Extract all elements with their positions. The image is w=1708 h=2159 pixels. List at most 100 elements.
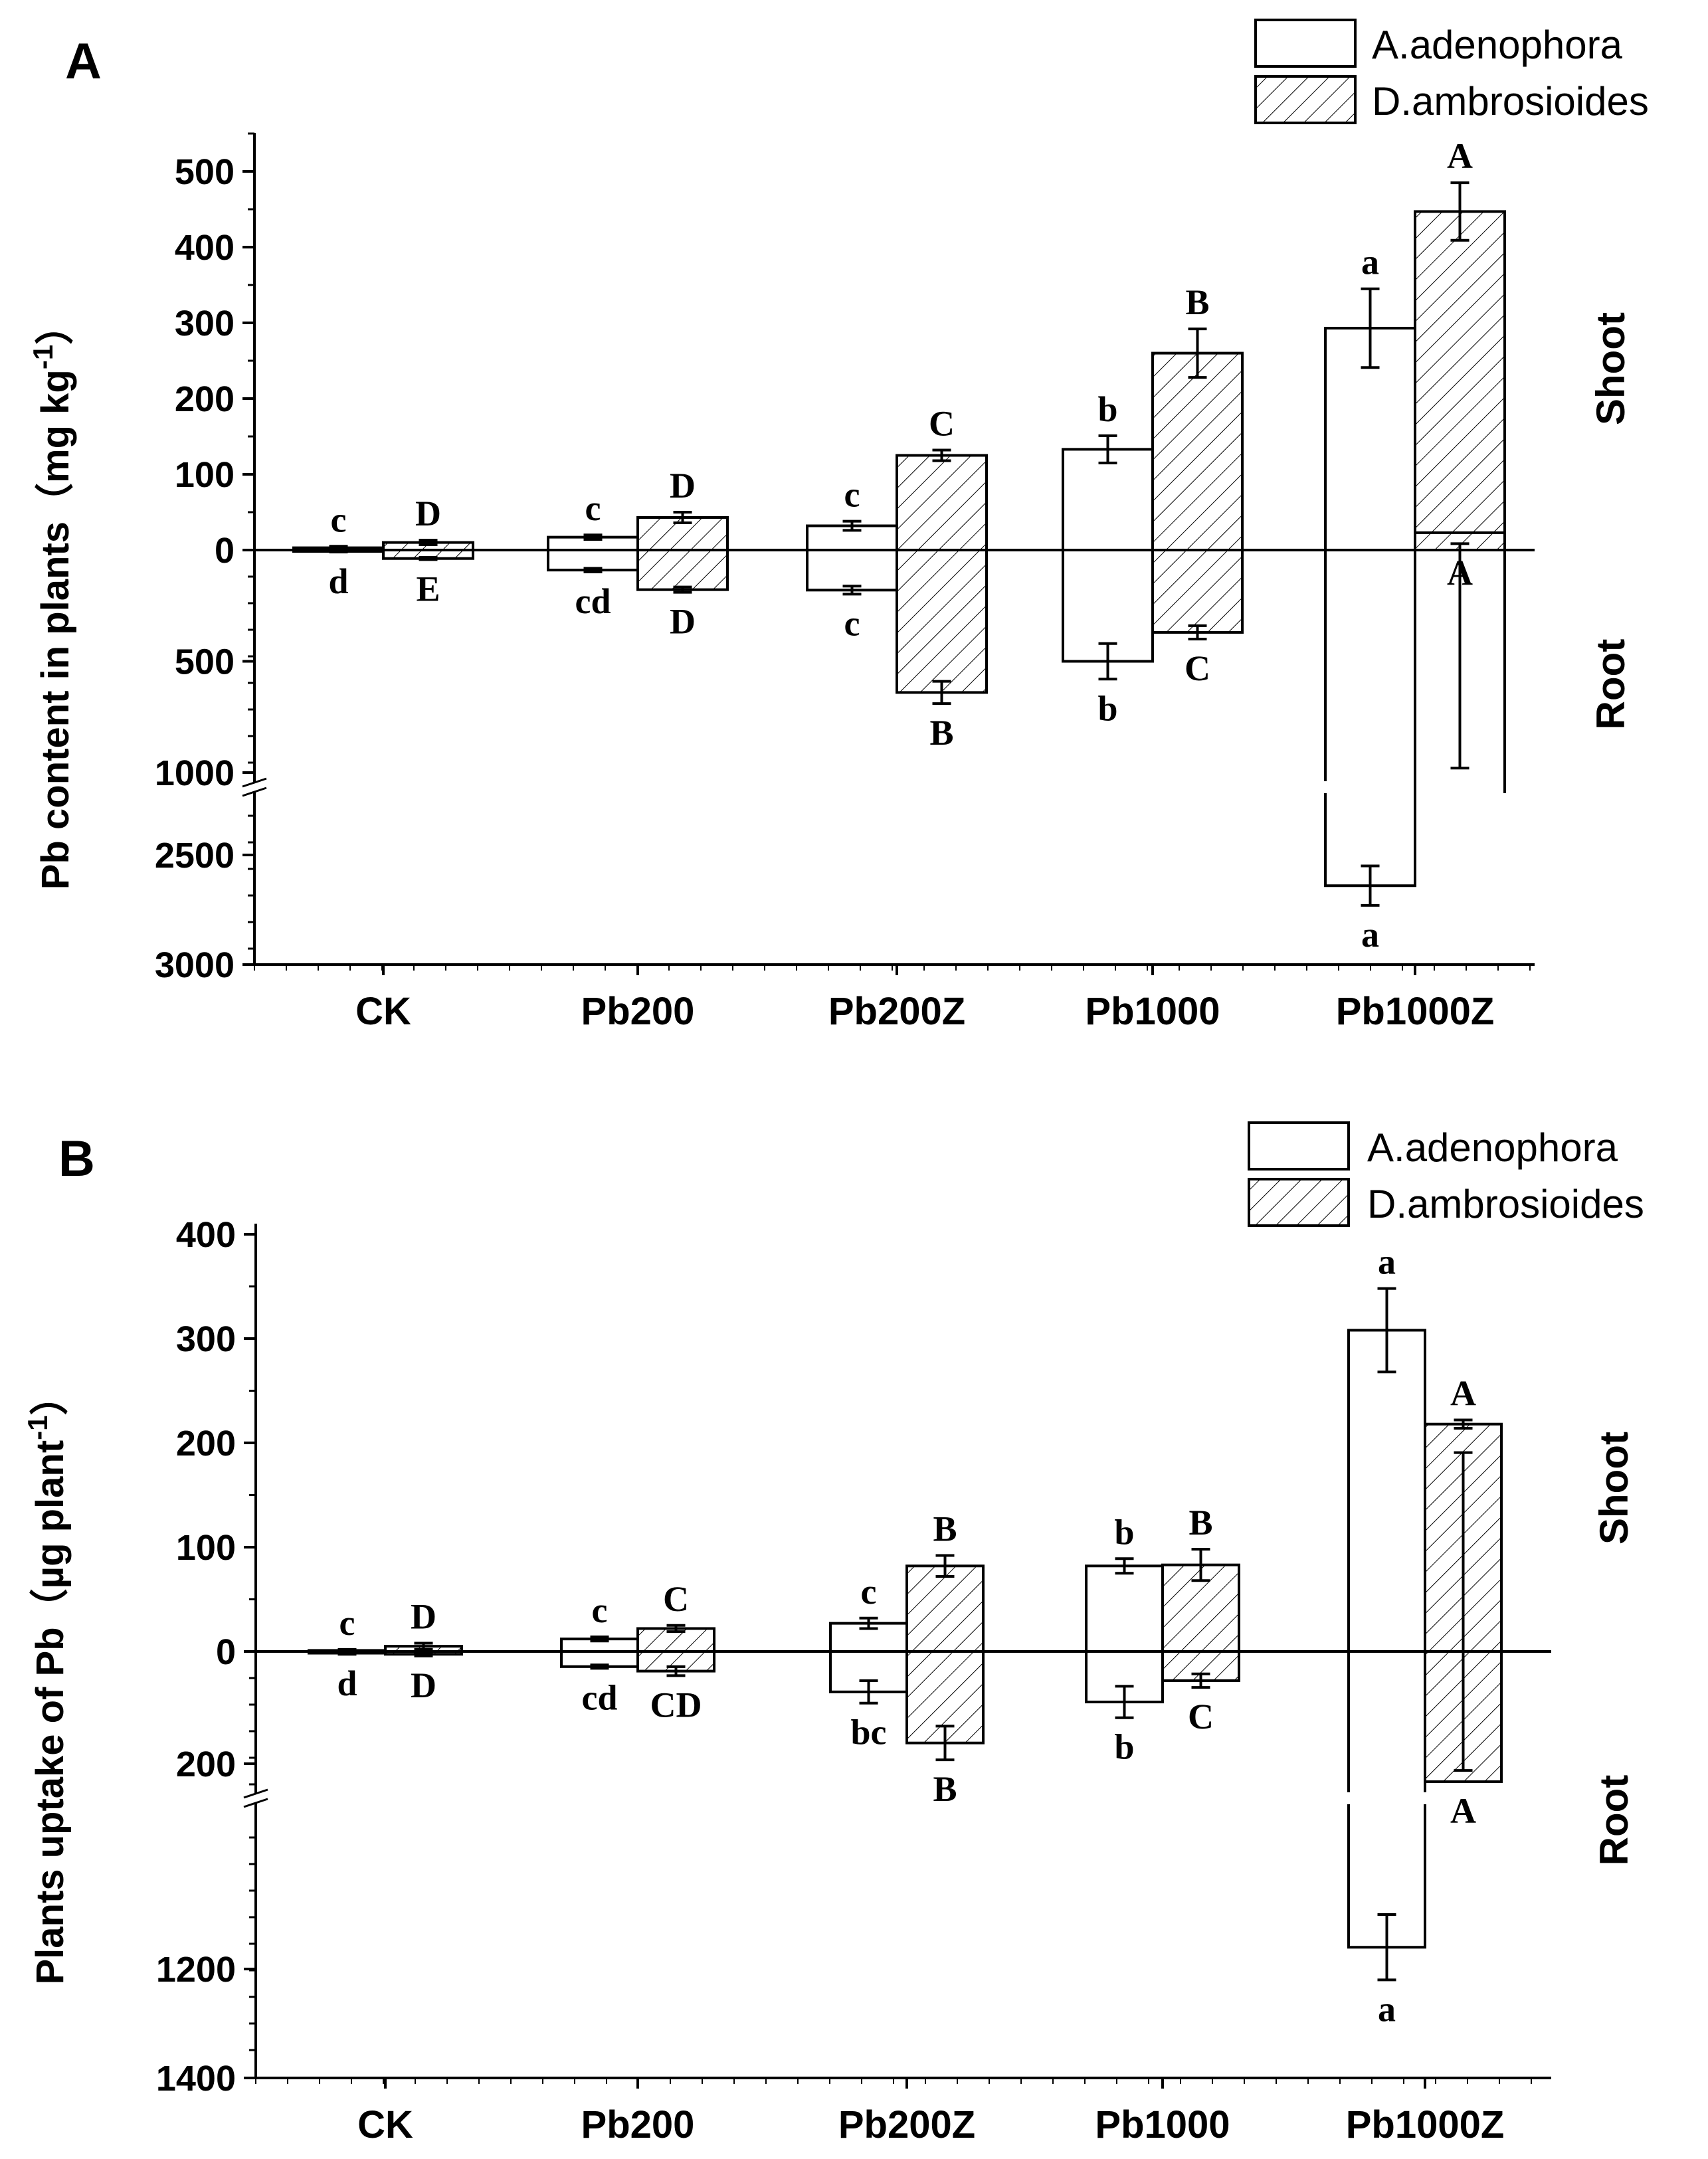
bar-shoot-d-ambrosioides <box>1151 351 1244 551</box>
shoot-label: Shoot <box>1592 1432 1636 1545</box>
x-tick-label: Pb200 <box>581 2103 695 2146</box>
y-tick-label: 0 <box>216 1632 236 1672</box>
shoot-significance-label: a <box>1378 1242 1396 1282</box>
shoot-significance-label: D <box>415 494 441 533</box>
bar-shoot-d-ambrosioides <box>905 1564 985 1653</box>
root-significance-label: C <box>1185 648 1210 688</box>
legend-swatch-d-ambrosioides <box>1248 1178 1350 1227</box>
shoot-significance-label: c <box>331 500 347 539</box>
root-significance-label: C <box>1188 1697 1214 1737</box>
y-tick-label: 3000 <box>155 945 235 985</box>
bar-shoot-a-adenophora <box>1062 448 1154 551</box>
root-significance-label: cd <box>575 581 611 621</box>
y-axis-label: Pb content in plants（mg kg-1） <box>27 306 77 890</box>
root-significance-label: E <box>416 569 440 609</box>
legend-swatch-d-ambrosioides <box>1254 75 1357 124</box>
root-significance-label: a <box>1361 915 1379 955</box>
y-tick-label: 400 <box>176 1215 236 1255</box>
x-tick-label: Pb200Z <box>828 990 965 1033</box>
root-significance-label: D <box>411 1665 436 1705</box>
legend-label: A.adenophora <box>1372 23 1623 67</box>
y-tick-label: 300 <box>175 304 235 343</box>
shoot-significance-label: c <box>585 488 601 528</box>
y-tick-label: 1200 <box>156 1950 236 1990</box>
y-tick-label: 200 <box>175 379 235 419</box>
root-significance-label: d <box>328 561 348 601</box>
root-label: Root <box>1588 639 1633 730</box>
y-tick-label: 100 <box>175 455 235 495</box>
y-axis-label-close: ） <box>29 1376 72 1415</box>
legend-label: D.ambrosioides <box>1367 1182 1644 1226</box>
y-tick-label: 300 <box>176 1319 236 1359</box>
bar-shoot-a-adenophora <box>1347 1329 1426 1653</box>
root-significance-label: cd <box>582 1677 618 1717</box>
shoot-label: Shoot <box>1588 312 1633 425</box>
root-significance-label: b <box>1114 1727 1134 1767</box>
y-tick-label: 100 <box>176 1528 236 1568</box>
y-tick-label: 2500 <box>155 836 235 876</box>
shoot-significance-label: B <box>933 1509 957 1549</box>
legend-swatch-a-adenophora <box>1254 19 1357 68</box>
root-significance-label: D <box>670 602 696 642</box>
root-significance-label: bc <box>851 1713 887 1752</box>
y-tick-label: 0 <box>215 531 235 571</box>
shoot-significance-label: D <box>411 1596 436 1636</box>
root-significance-label: A <box>1447 553 1473 593</box>
bar-shoot-d-ambrosioides <box>1414 210 1506 551</box>
shoot-significance-label: C <box>663 1579 689 1619</box>
root-significance-label: a <box>1378 1989 1396 2029</box>
y-axis-label: Plants uptake of Pb（µg plant-1） <box>22 1376 72 1984</box>
y-axis-label-close: ） <box>34 306 77 345</box>
y-axis-label-sup: -1 <box>22 1415 53 1440</box>
shoot-significance-label: A <box>1447 136 1473 176</box>
axis-break-mark <box>243 1788 268 1799</box>
bar-root-upper <box>1347 1651 1426 1792</box>
legend-label: A.adenophora <box>1367 1125 1618 1170</box>
root-significance-label: b <box>1097 688 1117 728</box>
root-label: Root <box>1592 1775 1636 1866</box>
x-tick-label: Pb1000Z <box>1336 990 1495 1033</box>
axis-break-mark <box>242 777 267 788</box>
y-axis-label-text: Plants uptake of Pb（µg plant <box>29 1440 72 1985</box>
legend-label: D.ambrosioides <box>1372 79 1649 124</box>
root-significance-label: c <box>844 603 860 643</box>
panel-letter: A <box>65 33 102 90</box>
bar-shoot-a-adenophora <box>1085 1564 1164 1653</box>
shoot-significance-label: b <box>1097 389 1117 429</box>
x-tick-label: Pb200Z <box>838 2103 975 2146</box>
legend: A.adenophora D.ambrosioides <box>1254 19 1649 124</box>
bar-root-upper <box>1324 550 1416 781</box>
shoot-significance-label: D <box>670 466 696 506</box>
shoot-significance-label: b <box>1114 1512 1134 1552</box>
shoot-significance-label: B <box>1188 1503 1212 1543</box>
y-tick-label: 1000 <box>155 753 235 793</box>
root-significance-label: CD <box>650 1685 702 1725</box>
y-tick-label: 400 <box>175 228 235 268</box>
bar-shoot-d-ambrosioides <box>896 454 988 551</box>
y-axis-label-sup: -1 <box>27 345 58 369</box>
x-tick-label: CK <box>355 990 411 1033</box>
bar-root-lower <box>1414 531 1506 793</box>
bar-root-d-ambrosioides <box>636 549 729 591</box>
y-tick-label: 500 <box>175 152 235 192</box>
panel-letter: B <box>58 1131 95 1187</box>
y-tick-label: 200 <box>176 1744 236 1784</box>
bar-root-a-adenophora <box>806 549 898 592</box>
panel-B: B 400 300 200 100 0 200 1200 1400 CK Pb200 Pb200Z Pb… <box>22 1121 1644 2146</box>
legend: A.adenophora D.ambrosioides <box>1248 1121 1644 1227</box>
y-tick-label: 500 <box>175 642 235 682</box>
shoot-significance-label: c <box>844 475 860 515</box>
bar-root-d-ambrosioides <box>896 549 988 694</box>
x-tick-label: CK <box>357 2103 413 2146</box>
root-significance-label: B <box>933 1769 957 1809</box>
root-significance-label: B <box>929 713 953 753</box>
x-tick-label: Pb1000 <box>1095 2103 1230 2146</box>
y-tick-label: 1400 <box>156 2059 236 2099</box>
x-tick-label: Pb1000Z <box>1346 2103 1505 2146</box>
y-tick-label: 200 <box>176 1424 236 1463</box>
shoot-significance-label: B <box>1185 282 1209 322</box>
axis-break-mark <box>243 1798 268 1808</box>
